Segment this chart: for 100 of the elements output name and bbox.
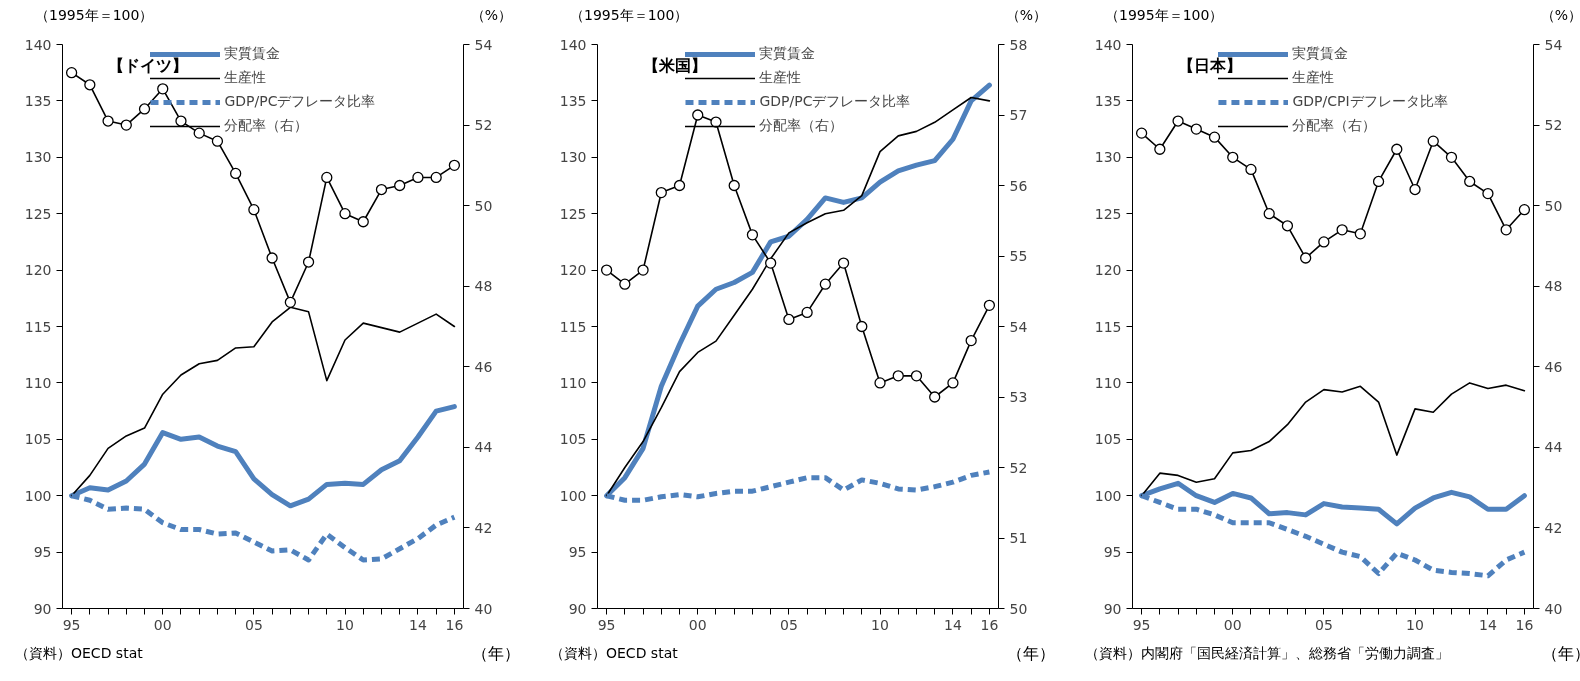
- y-tick-label: 105: [1094, 431, 1122, 448]
- y2-tick-label: 54: [1009, 318, 1028, 335]
- point: [856, 320, 868, 333]
- y2-tick-label: 57: [1009, 107, 1028, 123]
- point: [321, 171, 333, 184]
- legend-label: 分配率（右）: [224, 117, 309, 135]
- x-axis-title: （年）: [472, 643, 520, 665]
- y2-tick-label: 52: [1009, 459, 1028, 476]
- text: 【米国】: [642, 55, 707, 75]
- y-axis-title: （1995年＝100）: [570, 6, 689, 25]
- x-tick-label: 00: [153, 616, 172, 633]
- y-tick-label: 115: [24, 318, 52, 335]
- legend-label: GDP/CPIデフレータ比率: [1292, 93, 1448, 111]
- point: [1518, 204, 1531, 216]
- legend-label: 分配率（右）: [759, 117, 844, 135]
- point: [910, 370, 923, 382]
- text: （資料）OECD stat: [550, 644, 678, 663]
- y-tick-label: 120: [1094, 262, 1122, 279]
- y-tick-label: 135: [24, 92, 52, 109]
- legend-label: GDP/PCデフレータ比率: [759, 93, 911, 111]
- y-tick-label: 95: [568, 544, 587, 561]
- point: [65, 67, 78, 79]
- y2-tick-label: 52: [474, 117, 493, 134]
- x-tick-label: 10: [336, 616, 354, 633]
- y2-axis-title: （%）: [1540, 6, 1580, 25]
- point: [965, 334, 977, 347]
- point: [357, 216, 369, 228]
- point: [1172, 115, 1184, 127]
- point: [102, 115, 114, 127]
- x-tick-label: 14: [409, 616, 427, 633]
- y-tick-label: 125: [559, 205, 587, 222]
- y-tick-label: 100: [24, 487, 52, 504]
- y-tick-label: 130: [1094, 149, 1122, 166]
- x-tick-label: 00: [1223, 616, 1242, 633]
- y2-tick-label: 56: [1009, 177, 1028, 194]
- y2-tick-label: 51: [1009, 530, 1028, 546]
- y2-tick-label: 46: [474, 358, 493, 375]
- y2-tick-label: 53: [1009, 389, 1028, 405]
- legend-label: 生産性: [1292, 69, 1335, 87]
- point: [874, 377, 886, 389]
- point: [1391, 143, 1403, 155]
- point: [157, 83, 169, 95]
- x-axis-title: （年）: [1007, 643, 1055, 665]
- x-tick-label: 10: [1406, 616, 1424, 633]
- point: [1135, 127, 1148, 139]
- point: [120, 119, 132, 131]
- y-tick-label: 115: [559, 318, 587, 335]
- y-tick-label: 110: [24, 374, 52, 391]
- point: [983, 299, 996, 311]
- point: [1464, 175, 1476, 188]
- y2-tick-label: 50: [1009, 600, 1028, 617]
- legend-label: 実質賃金: [759, 45, 816, 63]
- x-tick-label: 16: [980, 616, 999, 633]
- point: [947, 377, 959, 389]
- point: [430, 171, 442, 184]
- y-tick-label: 130: [559, 149, 587, 166]
- point: [211, 135, 224, 147]
- point: [600, 264, 613, 276]
- point: [1227, 151, 1239, 163]
- point: [746, 229, 759, 241]
- point: [84, 79, 96, 91]
- point: [394, 179, 406, 192]
- y-axis-title: （1995年＝100）: [1105, 6, 1224, 25]
- x-tick-label: 05: [779, 616, 798, 633]
- point: [230, 167, 242, 180]
- legend-label: 生産性: [759, 69, 802, 87]
- y-tick-label: 100: [1094, 487, 1122, 504]
- point: [248, 204, 260, 216]
- y2-tick-label: 55: [1009, 248, 1028, 264]
- y2-tick-label: 52: [1544, 117, 1563, 134]
- point: [1263, 208, 1275, 220]
- point: [1281, 220, 1294, 232]
- y-tick-label: 120: [24, 262, 52, 279]
- y-tick-label: 110: [1094, 374, 1122, 391]
- point: [1445, 151, 1458, 163]
- point: [1154, 143, 1166, 155]
- y2-tick-label: 40: [474, 600, 493, 617]
- point: [138, 103, 151, 115]
- point: [783, 313, 795, 326]
- x-tick-label: 95: [1132, 616, 1151, 633]
- line-series: [1140, 382, 1526, 497]
- point: [412, 171, 424, 184]
- point: [1318, 236, 1330, 248]
- point: [692, 109, 704, 121]
- y-tick-label: 125: [24, 205, 52, 222]
- point: [1208, 131, 1221, 143]
- text: 【ドイツ】: [107, 55, 188, 75]
- y2-tick-label: 44: [474, 439, 493, 456]
- point: [1336, 224, 1348, 236]
- text: 【日本】: [1177, 55, 1242, 75]
- point: [1482, 187, 1494, 200]
- y2-tick-label: 42: [1544, 519, 1563, 536]
- y-tick-label: 115: [1094, 318, 1122, 335]
- point: [710, 116, 722, 128]
- y-tick-label: 130: [24, 149, 52, 166]
- point: [637, 264, 649, 276]
- x-tick-label: 95: [62, 616, 81, 633]
- y2-tick-label: 50: [474, 197, 493, 214]
- legend-label: 分配率（右）: [1292, 117, 1377, 135]
- y-tick-label: 95: [33, 544, 52, 561]
